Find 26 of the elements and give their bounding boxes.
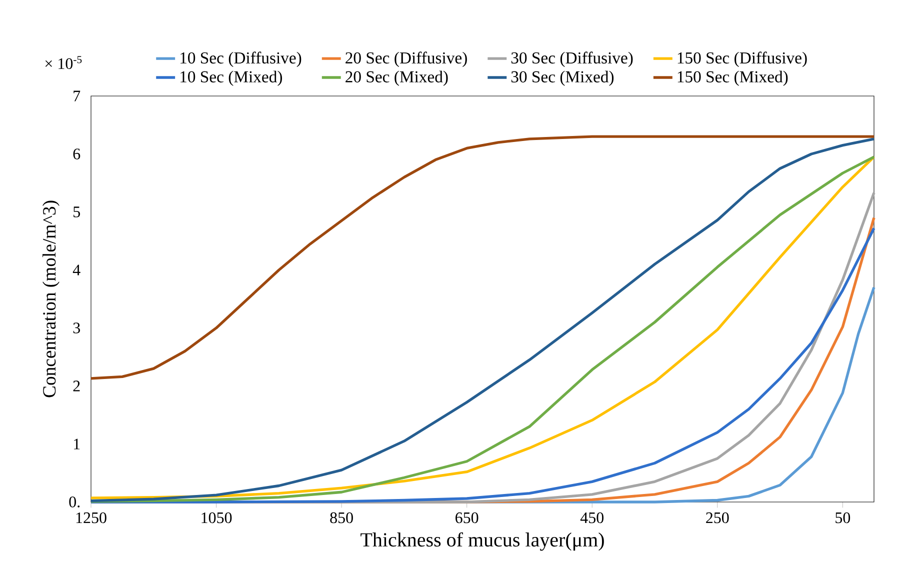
x-tick-label: 850 xyxy=(330,512,353,524)
y-tick-label: 3 xyxy=(73,322,80,334)
text: × 10$^{-5}$ xyxy=(45,56,82,70)
y-axis-title: Concentration (mole/m^3) xyxy=(42,200,60,398)
legend-label: 10 Sec (Diffusive) xyxy=(180,52,302,67)
y-tick-label: 5 xyxy=(74,206,80,218)
legend-label: 30 Sec (Diffusive) xyxy=(511,52,633,67)
legend-label: 150 Sec (Diffusive) xyxy=(678,52,807,67)
y-tick-label: 7 xyxy=(74,90,80,102)
x-axis-title: Thickness of mucus layer(μm) xyxy=(360,532,604,551)
x-tick-label: 50 xyxy=(836,512,850,524)
y-tick-label: 2 xyxy=(73,380,80,392)
x-tick-label: 650 xyxy=(456,512,478,524)
y-tick-label: 4 xyxy=(72,264,80,276)
x-tick-label: 1050 xyxy=(202,512,232,524)
legend-label: 20 Sec (Diffusive) xyxy=(346,52,467,67)
y-tick-label: 0. xyxy=(69,496,80,508)
legend-label: 10 Sec (Mixed) xyxy=(180,70,282,86)
y-tick-label: 6 xyxy=(73,148,80,160)
x-tick-label: 1250 xyxy=(76,512,106,524)
legend-label: 30 Sec (Mixed) xyxy=(511,70,614,86)
x-tick-label: 250 xyxy=(706,512,729,524)
legend-label: 150 Sec (Mixed) xyxy=(678,70,788,86)
y-tick-label: 1 xyxy=(74,438,80,450)
legend-label: 20 Sec (Mixed) xyxy=(346,70,448,86)
x-tick-label: 450 xyxy=(580,512,604,524)
